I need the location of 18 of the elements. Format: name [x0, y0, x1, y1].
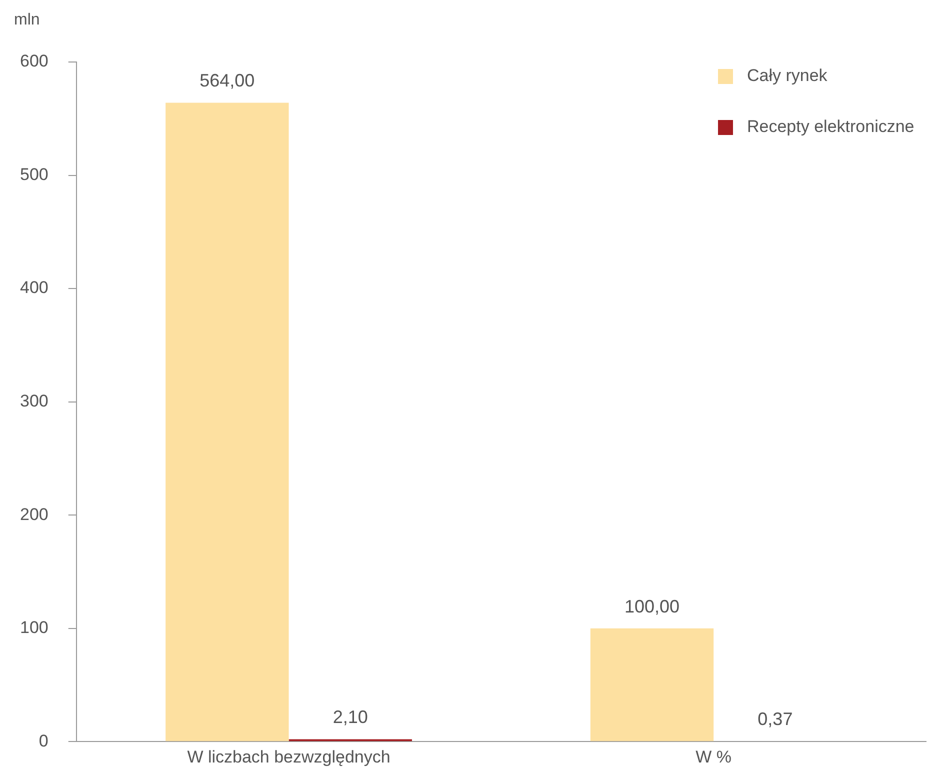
x-tick-label: W liczbach bezwzględnych	[187, 747, 390, 766]
y-tick-label: 0	[38, 731, 48, 750]
y-tick-label: 200	[20, 504, 48, 524]
y-tick-label: 400	[20, 278, 48, 298]
x-tick-label: W %	[696, 747, 732, 766]
data-label: 2,10	[332, 707, 368, 728]
data-label: 564,00	[200, 70, 255, 91]
y-tick-label: 600	[20, 52, 48, 71]
bar	[590, 628, 714, 742]
y-tick-label: 300	[20, 391, 48, 410]
data-label: 100,00	[624, 596, 680, 616]
y-tick-label: 100	[20, 618, 48, 638]
y-tick-label: 500	[20, 164, 48, 184]
y-axis-title: mln	[14, 11, 40, 28]
legend-label: Cały rynek	[747, 66, 828, 86]
legend-label: Recepty elektroniczne	[747, 117, 914, 137]
data-label: 0,37	[758, 709, 793, 730]
bar	[166, 102, 289, 742]
